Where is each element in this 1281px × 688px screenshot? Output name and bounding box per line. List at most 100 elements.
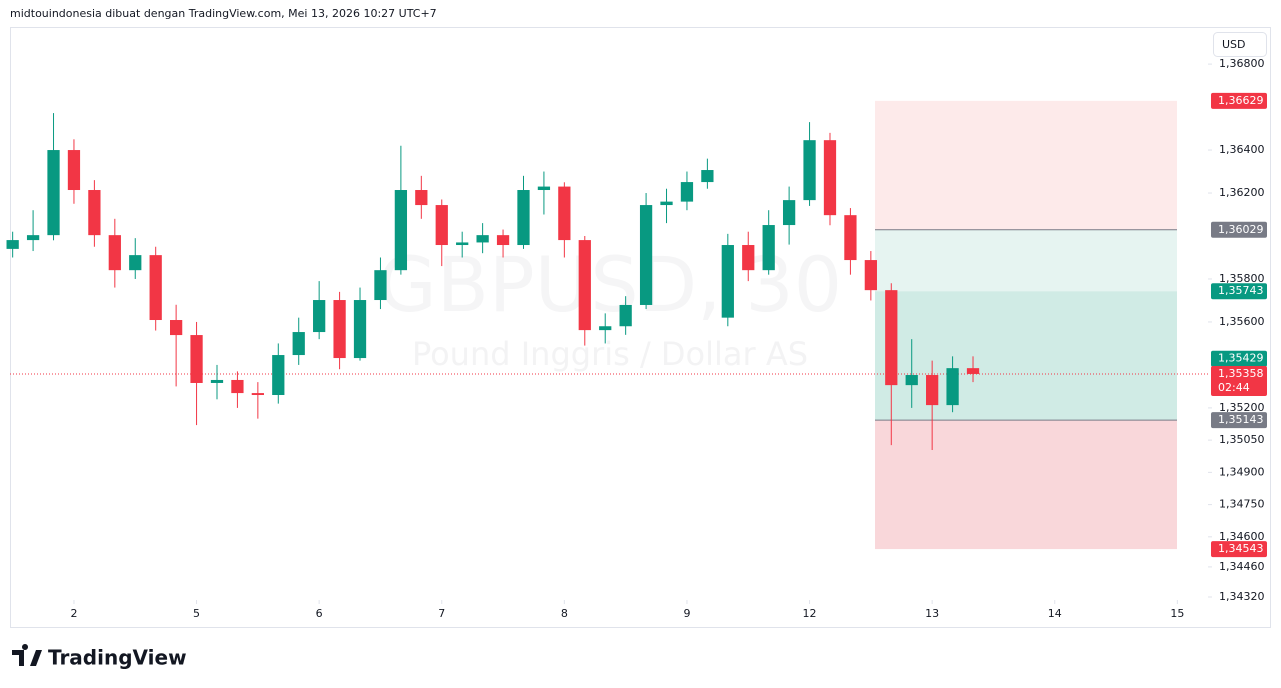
price-label: 1,36029 — [1218, 223, 1264, 236]
price-label: 1,36629 — [1218, 94, 1264, 107]
candle-body — [537, 186, 551, 191]
y-tick-label: 1,35200 — [1219, 401, 1265, 414]
y-tick-label: 1,34900 — [1219, 465, 1265, 478]
candle-body — [149, 255, 162, 321]
y-tick-label: 1,36400 — [1219, 143, 1265, 156]
candle-body — [169, 320, 183, 336]
price-label-box — [1211, 92, 1267, 109]
candle-body — [496, 235, 510, 246]
countdown: 02:44 — [1218, 381, 1250, 394]
price-label: 1,35743 — [1218, 284, 1264, 297]
candle-body — [415, 190, 428, 206]
candle-body — [374, 270, 387, 301]
candle-body — [599, 326, 612, 331]
candle-body — [67, 150, 81, 191]
price-label: 1,35429 — [1218, 352, 1264, 365]
candle-body — [476, 235, 489, 243]
price-label-box — [1211, 221, 1267, 238]
candle-body — [26, 235, 40, 241]
candle-body — [885, 290, 898, 386]
price-label-box — [1211, 283, 1267, 300]
candle-body — [762, 225, 775, 271]
price-label-box — [1211, 412, 1267, 429]
candle-body — [394, 190, 408, 271]
candle-body — [905, 375, 918, 386]
x-tick-label: 9 — [683, 607, 690, 620]
x-tick-label: 15 — [1170, 607, 1184, 620]
candle-body — [619, 304, 632, 327]
candle-body — [353, 300, 367, 359]
candle-body — [966, 368, 980, 374]
currency: USD — [1222, 38, 1246, 51]
candle-body — [129, 255, 142, 271]
x-tick-label: 8 — [561, 607, 568, 620]
y-tick-label: 1,34750 — [1219, 498, 1265, 511]
candle-body — [844, 215, 857, 261]
candle-body — [6, 240, 19, 249]
candle-body — [680, 182, 694, 202]
candle-body — [210, 379, 224, 383]
price-label-box — [1211, 350, 1267, 367]
logo: TradingView — [12, 643, 187, 670]
candle-body — [946, 368, 959, 406]
x-tick-label: 13 — [925, 607, 939, 620]
price-label: 1,34543 — [1218, 542, 1264, 555]
header: midtouindonesia dibuat dengan TradingVie… — [10, 7, 437, 20]
candles — [6, 113, 1208, 451]
watermark-description: Pound Inggris / Dollar AS — [412, 335, 808, 373]
logo-text: TradingView — [48, 646, 187, 670]
candle-body — [926, 375, 939, 406]
candle-body — [578, 240, 591, 331]
y-tick-label: 1,35600 — [1219, 315, 1265, 328]
price-label-box — [1211, 541, 1267, 558]
x-tick-label: 12 — [803, 607, 817, 620]
x-tick-label: 14 — [1048, 607, 1062, 620]
y-tick-label: 1,35050 — [1219, 433, 1265, 446]
candle-body — [435, 205, 448, 246]
watermark: GBPUSD, 30 Pound Inggris / Dollar AS — [378, 240, 842, 373]
x-tick-label: 5 — [193, 607, 200, 620]
candle-body — [333, 300, 346, 359]
y-tick-label: 1,34600 — [1219, 530, 1265, 543]
x-tick-label: 6 — [316, 607, 323, 620]
candle-body — [456, 242, 469, 246]
candle-body — [558, 186, 571, 241]
currency-box[interactable] — [1213, 32, 1267, 57]
candle-body — [292, 332, 305, 356]
current-price-label: 1,35358 — [1218, 367, 1264, 380]
candle-body — [742, 245, 755, 271]
position-zones — [875, 100, 1177, 550]
candle-body — [251, 393, 264, 396]
zone — [875, 420, 1177, 550]
zone — [875, 100, 1177, 230]
y-tick-label: 1,36200 — [1219, 186, 1265, 199]
frame — [10, 27, 1271, 628]
x-tick-label: 2 — [70, 607, 77, 620]
zone — [875, 229, 1177, 292]
candle-body — [701, 170, 714, 183]
axes: 1,36800 1,36400 1,36200 1,35800 1,35600 1,352… — [70, 57, 1267, 620]
candle-body — [272, 355, 285, 396]
candle-body — [517, 190, 530, 246]
candle-body — [803, 140, 816, 201]
candle-body — [660, 201, 673, 206]
logo-icon — [12, 643, 42, 666]
candle-body — [721, 245, 734, 318]
candle-body — [47, 150, 60, 236]
candle-body — [190, 335, 203, 383]
y-tick-label: 1,34460 — [1219, 560, 1265, 573]
candle-body — [108, 235, 121, 271]
zone — [875, 291, 1177, 421]
y-tick-label: 1,35800 — [1219, 272, 1265, 285]
y-tick-label: 1,34320 — [1219, 590, 1265, 603]
candle-body — [313, 300, 326, 333]
y-tick-label: 1,36800 — [1219, 57, 1265, 70]
candle-body — [639, 205, 653, 305]
candle-body — [782, 200, 796, 226]
x-tick-label: 7 — [438, 607, 445, 620]
price-label: 1,35143 — [1218, 413, 1264, 426]
candle-body — [864, 260, 877, 291]
candle-body — [231, 379, 244, 394]
